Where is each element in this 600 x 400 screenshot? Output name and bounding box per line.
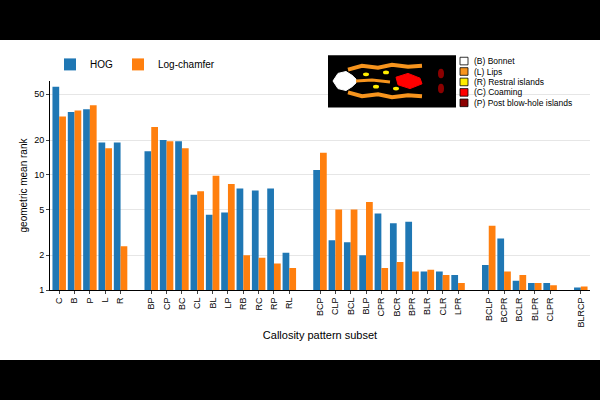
svg-text:BP: BP	[146, 298, 156, 310]
svg-text:2: 2	[39, 250, 44, 260]
svg-text:HOG: HOG	[90, 59, 113, 70]
svg-text:RL: RL	[284, 298, 294, 310]
svg-text:RB: RB	[238, 298, 248, 311]
svg-text:LPR: LPR	[453, 297, 463, 315]
svg-text:CLR: CLR	[438, 297, 448, 316]
svg-text:5: 5	[39, 205, 44, 215]
svg-text:BCLP: BCLP	[484, 298, 494, 322]
svg-text:RP: RP	[269, 298, 279, 311]
svg-text:RC: RC	[254, 297, 264, 310]
svg-text:BLP: BLP	[361, 298, 371, 315]
svg-text:Callosity pattern subset: Callosity pattern subset	[263, 329, 377, 341]
svg-text:CLPR: CLPR	[545, 297, 555, 322]
svg-text:BLRCP: BLRCP	[576, 298, 586, 328]
svg-text:BLPR: BLPR	[530, 297, 540, 321]
svg-text:BC: BC	[177, 297, 187, 310]
svg-text:BL: BL	[208, 298, 218, 309]
svg-text:geometric mean rank: geometric mean rank	[18, 138, 29, 233]
svg-text:(L) Lips: (L) Lips	[474, 67, 502, 77]
svg-text:BCR: BCR	[392, 297, 402, 317]
svg-text:(R) Restral islands: (R) Restral islands	[474, 77, 544, 87]
svg-text:(B) Bonnet: (B) Bonnet	[474, 56, 515, 66]
svg-text:CL: CL	[192, 298, 202, 310]
svg-text:(C) Coaming: (C) Coaming	[474, 87, 522, 97]
svg-text:1: 1	[39, 285, 44, 295]
svg-text:LP: LP	[223, 298, 233, 309]
svg-text:R: R	[115, 297, 125, 304]
svg-text:(P) Post blow-hole islands: (P) Post blow-hole islands	[474, 98, 572, 108]
svg-text:CP: CP	[162, 298, 172, 311]
svg-text:BCLR: BCLR	[514, 297, 524, 322]
svg-text:BCL: BCL	[346, 298, 356, 316]
svg-text:50: 50	[34, 89, 44, 99]
svg-text:BLR: BLR	[422, 297, 432, 315]
svg-text:BPR: BPR	[407, 297, 417, 316]
svg-text:Log-chamfer: Log-chamfer	[158, 59, 215, 70]
svg-text:CPR: CPR	[376, 297, 386, 317]
svg-text:BCPR: BCPR	[499, 297, 509, 323]
svg-text:P: P	[85, 298, 95, 304]
svg-text:BCP: BCP	[315, 298, 325, 317]
svg-text:20: 20	[34, 135, 44, 145]
svg-text:10: 10	[34, 170, 44, 180]
svg-text:C: C	[54, 297, 64, 304]
svg-text:L: L	[100, 298, 110, 303]
svg-text:B: B	[69, 298, 79, 304]
svg-text:CLP: CLP	[330, 298, 340, 316]
